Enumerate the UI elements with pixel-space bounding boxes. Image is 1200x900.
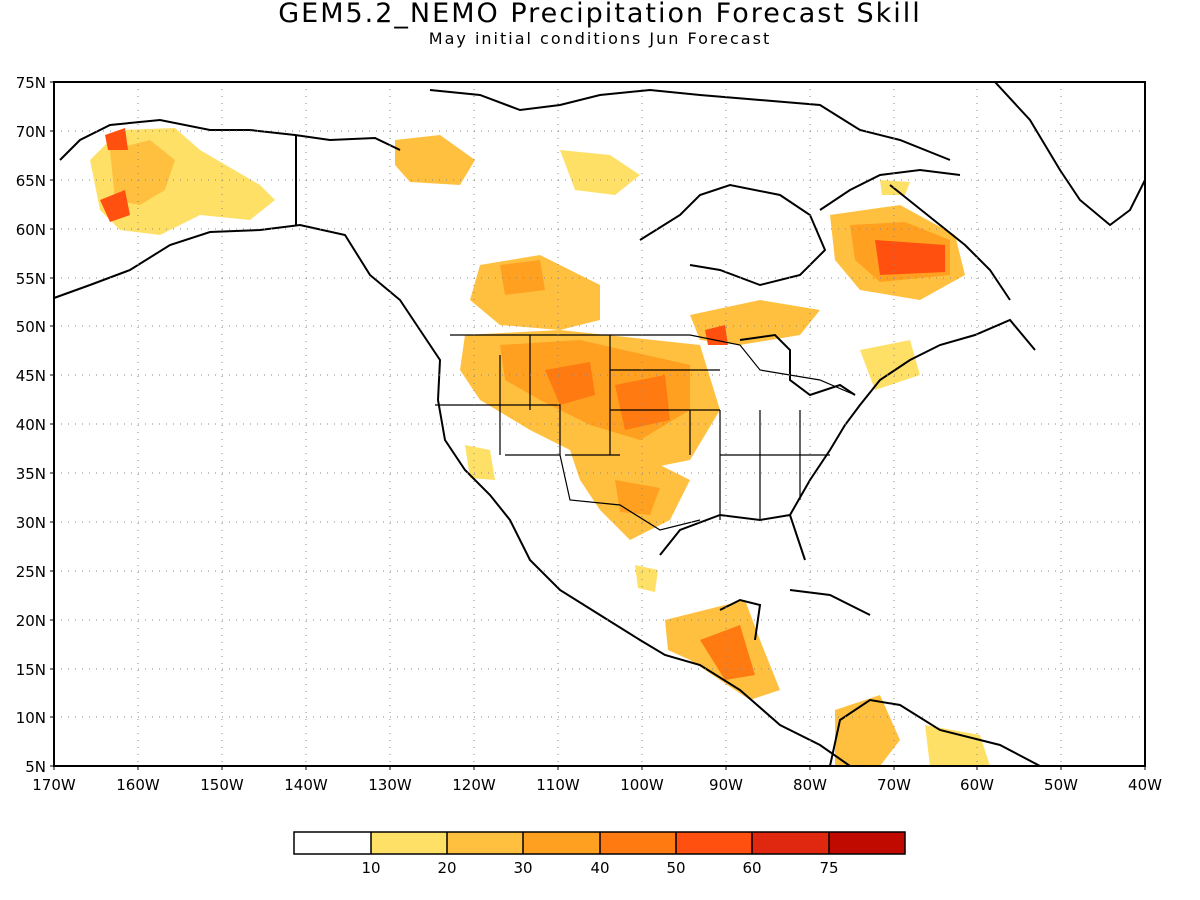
legend-label: 30 <box>513 859 532 877</box>
legend-swatch <box>600 832 676 854</box>
lon-label: 100W <box>620 776 664 794</box>
skill-region-texas <box>615 480 660 515</box>
legend-swatch <box>371 832 447 854</box>
skill-region-plains-peak-e <box>615 375 670 430</box>
skill-region-superior <box>705 325 728 345</box>
skill-region-plains-peak-w <box>545 362 595 405</box>
legend-swatch <box>294 832 371 854</box>
coastline-labrador <box>889 184 1011 301</box>
lon-label: 70W <box>877 776 911 794</box>
skill-region-south-america-e <box>925 725 990 766</box>
lat-label: 15N <box>16 661 46 679</box>
longitude-labels: 170W 160W 150W 140W 130W 120W 110W 100W … <box>32 776 1162 794</box>
coastline-west-coast <box>419 329 851 766</box>
lat-label: 10N <box>16 709 46 727</box>
coastline-greenland <box>994 82 1145 227</box>
legend-swatch <box>676 832 752 854</box>
lat-label: 35N <box>16 465 46 483</box>
lon-label: 120W <box>452 776 496 794</box>
map-content <box>54 82 1145 766</box>
lat-label: 30N <box>16 514 46 532</box>
skill-region-nunavut <box>560 150 640 195</box>
skill-region-central-america-core <box>700 625 755 680</box>
state-borders <box>435 335 830 520</box>
lon-label: 90W <box>709 776 743 794</box>
political-borders <box>435 334 856 531</box>
latitude-labels: 75N 70N 65N 60N 55N 50N 45N 40N 35N 30N … <box>16 74 46 776</box>
lon-label: 50W <box>1044 776 1078 794</box>
legend-label: 50 <box>666 859 685 877</box>
lat-label: 40N <box>16 416 46 434</box>
coastline-baffin <box>819 168 961 211</box>
lon-label: 160W <box>116 776 160 794</box>
lon-label: 130W <box>368 776 412 794</box>
lat-label: 25N <box>16 563 46 581</box>
legend-colorbar: 10 20 30 40 50 60 75 <box>293 831 906 877</box>
coastline-south-america <box>829 698 1041 766</box>
skill-region-alaska-peak <box>100 190 130 222</box>
lat-label: 75N <box>16 74 46 92</box>
legend-swatch <box>752 832 829 854</box>
lon-label: 60W <box>960 776 994 794</box>
coastline-alaska <box>54 223 421 331</box>
skill-shading <box>90 128 990 766</box>
lon-label: 140W <box>284 776 328 794</box>
lat-label: 55N <box>16 270 46 288</box>
coastline-arctic-islands <box>429 88 951 161</box>
skill-region-prairies-core <box>500 260 545 295</box>
legend-label: 75 <box>819 859 838 877</box>
lon-label: 40W <box>1128 776 1162 794</box>
legend-label: 40 <box>590 859 609 877</box>
coastline-yucatan <box>719 598 762 641</box>
map-title: GEM5.2_NEMO Precipitation Forecast Skill <box>278 0 922 29</box>
tick-marks <box>50 81 1146 770</box>
coastline-alaska-north <box>59 118 401 161</box>
skill-region-greenland-s <box>880 180 910 195</box>
skill-region-mexico <box>635 565 658 592</box>
skill-region-alaska-n <box>105 128 128 150</box>
border-us-mexico <box>505 454 701 531</box>
border-us-canada <box>450 334 856 396</box>
lat-label: 70N <box>16 123 46 141</box>
legend-label: 10 <box>361 859 380 877</box>
legend-swatch <box>829 832 905 854</box>
coastline-great-lakes <box>739 333 856 397</box>
legend-label: 60 <box>742 859 761 877</box>
legend-label: 20 <box>437 859 456 877</box>
lat-label: 50N <box>16 318 46 336</box>
coastlines <box>54 82 1145 766</box>
lon-label: 110W <box>536 776 580 794</box>
lon-label: 150W <box>200 776 244 794</box>
map-subtitle: May initial conditions Jun Forecast <box>428 29 772 48</box>
legend-swatch <box>447 832 523 854</box>
legend-swatch <box>523 832 600 854</box>
lon-label: 170W <box>32 776 76 794</box>
lon-label: 80W <box>793 776 827 794</box>
skill-region-nwt <box>395 135 475 185</box>
lat-label: 45N <box>16 367 46 385</box>
lat-label: 60N <box>16 221 46 239</box>
lat-label: 20N <box>16 612 46 630</box>
skill-region-maritimes <box>860 340 920 390</box>
coastline-east <box>789 318 1036 516</box>
skill-region-quebec-peak <box>875 240 945 275</box>
skill-region-baja <box>465 445 495 480</box>
lat-label: 65N <box>16 172 46 190</box>
lat-label: 5N <box>25 758 46 776</box>
skill-region-alaska-core <box>110 140 175 205</box>
coastline-cuba <box>789 589 871 616</box>
